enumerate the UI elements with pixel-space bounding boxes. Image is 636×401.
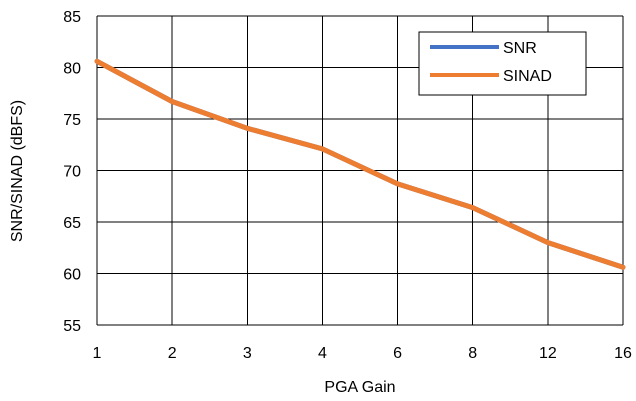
y-tick-label: 75 [63,112,81,129]
legend-label-sinad: SINAD [503,68,552,85]
legend: SNR SINAD [418,31,587,96]
x-tick-label: 3 [243,345,252,362]
series-lines [94,58,626,270]
y-tick-label: 55 [63,318,81,335]
x-tick-label: 16 [614,345,632,362]
series-line-sinad [94,58,626,270]
y-tick-label: 80 [63,61,81,78]
x-tick-label: 2 [168,345,177,362]
x-tick-label: 6 [393,345,402,362]
x-axis-title: PGA Gain [324,379,395,396]
x-tick-label: 12 [539,345,557,362]
x-tick-label: 4 [318,345,327,362]
gridlines [96,15,624,326]
y-tick-label: 60 [63,267,81,284]
x-tick-label: 8 [468,345,477,362]
y-tick-label: 65 [63,215,81,232]
y-axis-title: SNR/SINAD (dBFS) [9,100,26,242]
x-tick-label: 1 [93,345,102,362]
legend-label-snr: SNR [503,40,537,57]
legend-box [418,31,587,96]
y-tick-label: 70 [63,164,81,181]
y-tick-label: 85 [63,9,81,26]
